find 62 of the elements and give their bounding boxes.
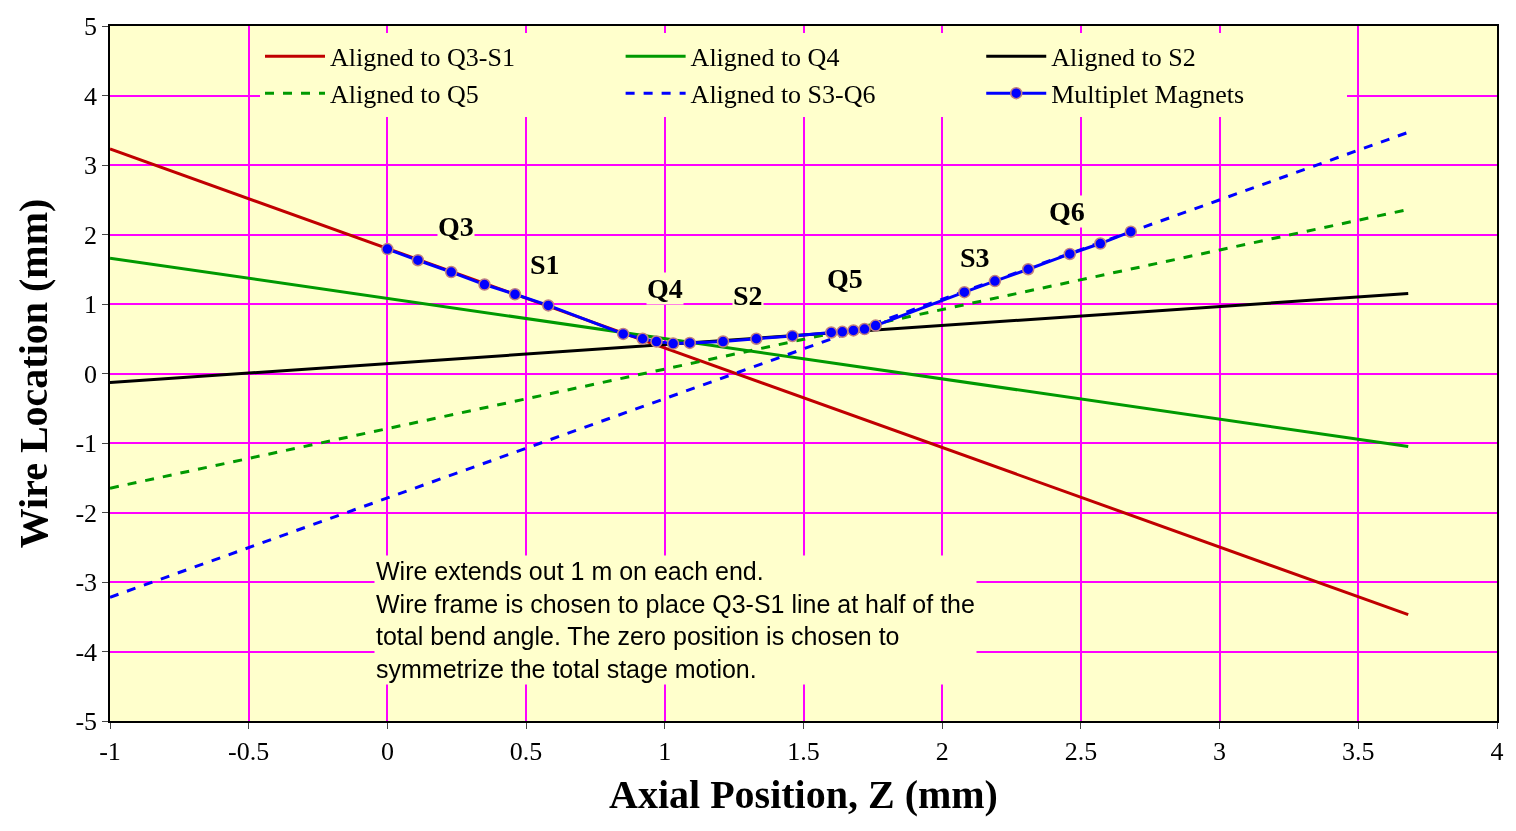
point	[508, 288, 522, 301]
point	[869, 319, 882, 332]
point	[1124, 225, 1138, 238]
y-axis-title: Wire Location (mm)	[11, 198, 57, 549]
point	[666, 337, 680, 350]
y-tick-label: -2	[75, 498, 98, 528]
point	[750, 332, 763, 345]
y-tick-label: 0	[84, 359, 98, 389]
x-tick-label: 0.5	[509, 736, 543, 766]
legend-label: Aligned to S2	[1051, 43, 1196, 73]
legend-label: Aligned to Q5	[330, 80, 479, 110]
y-tick-label: 3	[84, 151, 98, 181]
legend-label: Aligned to Q4	[690, 43, 840, 73]
x-tick-label: 0	[380, 736, 394, 766]
annotation: S2	[733, 280, 763, 311]
point	[411, 253, 425, 267]
x-tick-label: -0.5	[228, 736, 270, 766]
point	[1021, 263, 1035, 276]
annotation: Q4	[647, 273, 683, 304]
x-tick-label: 3	[1213, 736, 1227, 766]
y-tick-label: -4	[75, 637, 98, 667]
annotation: Q6	[1049, 196, 1085, 227]
point	[958, 285, 971, 299]
point	[858, 322, 871, 336]
point	[650, 335, 663, 348]
y-tick-label: 1	[84, 290, 98, 320]
x-tick-label: 1.5	[787, 736, 820, 766]
x-tick-label: 3.5	[1342, 736, 1375, 766]
annotation: Wire extends out 1 m on each end. Wire frame is chosen to place Q3-S1 line at half of the total bend angle. The zero position is chosen to symmetrize the total stage motion.	[376, 557, 975, 683]
point	[636, 332, 649, 345]
x-tick-label: 2	[935, 736, 949, 766]
y-tick-label: -5	[75, 707, 98, 737]
point	[616, 327, 630, 341]
point	[824, 326, 838, 339]
point	[1094, 237, 1107, 250]
x-axis-title: Axial Position, Z (mm)	[609, 771, 998, 817]
point	[836, 325, 849, 339]
x-tick-label: 2.5	[1064, 736, 1098, 766]
y-tick-label: -1	[75, 429, 98, 459]
y-tick-label: -3	[75, 568, 98, 598]
point	[444, 265, 458, 279]
point	[381, 242, 394, 256]
annotation: S3	[960, 242, 990, 273]
annotation: Q3	[438, 211, 474, 242]
y-tick-label: 2	[84, 220, 98, 250]
point	[1063, 247, 1077, 261]
y-tick-label: 4	[84, 81, 98, 111]
point	[542, 299, 555, 312]
y-tick-label: 5	[84, 12, 98, 42]
point	[683, 336, 697, 350]
point	[988, 274, 1002, 288]
legend-label: Aligned to S3-Q6	[690, 80, 876, 110]
point	[847, 324, 860, 337]
x-tick-label: 4	[1490, 736, 1504, 766]
x-tick-label: 1	[658, 736, 672, 766]
annotation: Q5	[827, 263, 863, 294]
legend-label: Aligned to Q3-S1	[330, 43, 515, 73]
point	[786, 329, 799, 343]
point	[478, 278, 491, 291]
point	[716, 335, 730, 348]
annotation: S1	[530, 249, 560, 280]
legend-label: Multiplet Magnets	[1051, 80, 1245, 110]
